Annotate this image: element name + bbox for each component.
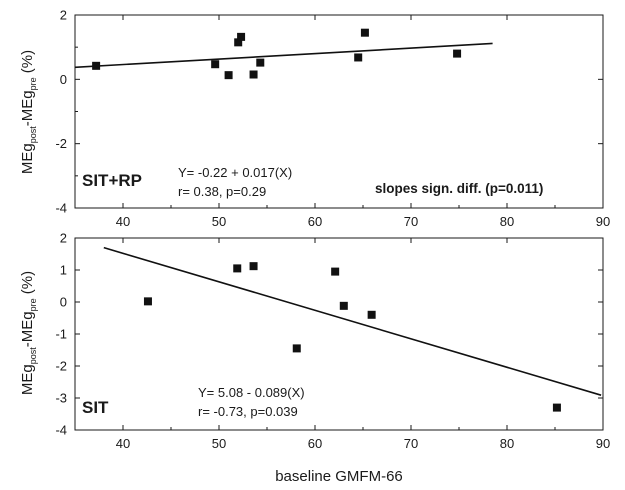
data-point [237, 32, 246, 41]
y-label-sub: pre [28, 298, 38, 311]
y-label-part: MEg [19, 364, 36, 395]
y-tick-label: -1 [55, 327, 67, 342]
y-axis-label: MEgpost-MEgpre (%) [19, 271, 38, 395]
y-tick-label: -3 [55, 391, 67, 406]
data-point [256, 58, 265, 67]
y-label-sub: post [28, 126, 38, 144]
data-point [453, 49, 462, 58]
data-point [292, 344, 301, 353]
data-point [367, 310, 376, 319]
plot-frame [74, 14, 604, 209]
x-tick-label: 80 [500, 436, 514, 451]
data-point [339, 301, 348, 310]
data-point [234, 38, 243, 47]
x-tick-label: 50 [212, 436, 226, 451]
data-point [360, 28, 369, 37]
y-tick-label: 0 [60, 72, 67, 87]
x-tick-label: 70 [404, 436, 418, 451]
y-axis-label: MEgpost-MEgpre (%) [19, 50, 38, 174]
y-label-part: -MEg [19, 90, 36, 126]
x-tick-label: 50 [212, 214, 226, 229]
x-tick-label: 90 [596, 214, 610, 229]
y-tick-label: 0 [60, 295, 67, 310]
slopes-note: slopes sign. diff. (p=0.011) [375, 181, 543, 196]
y-tick-label: -4 [55, 201, 67, 216]
data-point [143, 297, 152, 306]
axis-ticks [74, 14, 604, 209]
regression-equation: Y= 5.08 - 0.089(X) [198, 385, 305, 400]
tick-labels: 40 50 60 70 80 90 -4 -3 -2 -1 0 1 2 [55, 231, 610, 452]
panel-label: SIT [82, 398, 109, 417]
y-tick-label: -4 [55, 423, 67, 438]
y-tick-label: 2 [60, 8, 67, 23]
x-tick-label: 90 [596, 436, 610, 451]
regression-line [74, 42, 493, 69]
data-point [224, 71, 233, 80]
data-point [354, 53, 363, 62]
data-point [92, 61, 101, 70]
regression-stats: r= 0.38, p=0.29 [178, 184, 266, 199]
x-tick-label: 80 [500, 214, 514, 229]
y-tick-label: 2 [60, 231, 67, 246]
panel-sit-rp: 40 50 60 70 80 90 -4 -2 0 2 SIT+RP Y= -0.22 + 0.0… [19, 8, 610, 230]
data-point [233, 264, 242, 273]
x-axis-label: baseline GMFM-66 [275, 468, 403, 485]
regression-line [103, 246, 602, 396]
y-tick-label: -2 [55, 136, 67, 151]
y-tick-label: -2 [55, 359, 67, 374]
data-point [249, 70, 258, 79]
regression-equation: Y= -0.22 + 0.017(X) [178, 165, 292, 180]
y-label-sub: post [28, 347, 38, 365]
x-tick-label: 60 [308, 214, 322, 229]
data-point [249, 262, 258, 271]
y-label-part: -MEg [19, 311, 36, 347]
y-label-sub: pre [28, 77, 38, 90]
regression-stats: r= -0.73, p=0.039 [198, 404, 298, 419]
y-label-part: MEg [19, 143, 36, 174]
y-label-part: (%) [19, 271, 36, 299]
panel-label: SIT+RP [82, 171, 142, 190]
axis-ticks [74, 237, 604, 431]
y-label-part: (%) [19, 50, 36, 78]
data-point [331, 267, 340, 276]
x-tick-label: 40 [116, 436, 130, 451]
tick-labels: 40 50 60 70 80 90 -4 -2 0 2 [55, 8, 610, 230]
data-points [143, 262, 561, 412]
data-point [552, 403, 561, 412]
x-tick-label: 40 [116, 214, 130, 229]
x-tick-label: 70 [404, 214, 418, 229]
panel-sit: 40 50 60 70 80 90 -4 -3 -2 -1 0 1 2 SIT Y= 5.08 - 0.… [19, 231, 610, 452]
plot-frame [74, 237, 604, 431]
data-points [92, 28, 462, 80]
data-point [211, 60, 220, 69]
y-tick-label: 1 [60, 263, 67, 278]
x-tick-label: 60 [308, 436, 322, 451]
